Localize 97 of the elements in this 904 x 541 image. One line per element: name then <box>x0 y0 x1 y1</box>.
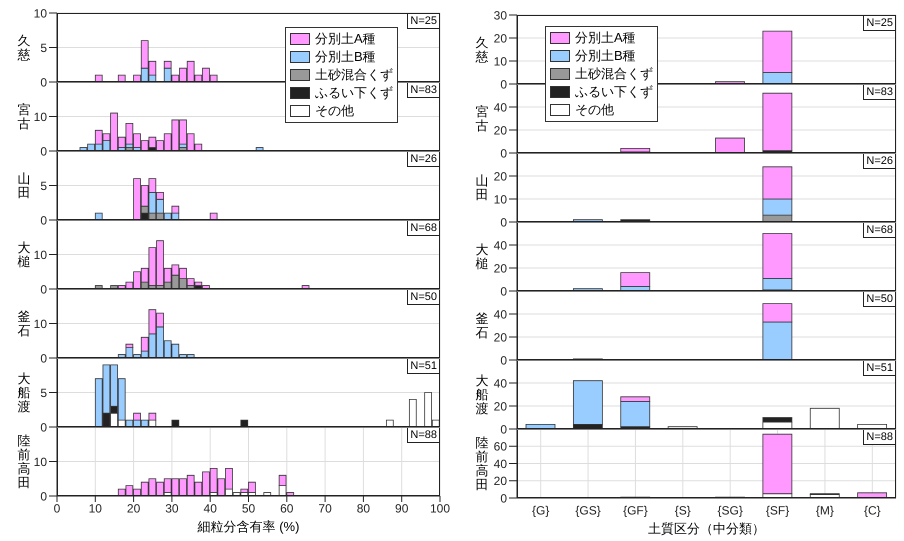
y-tick-label: 5 <box>40 178 48 193</box>
y-tick-label: 10 <box>34 110 48 124</box>
legend-label: ふるい下くず <box>315 84 393 102</box>
x-tick-label: 20 <box>126 502 141 516</box>
annotation: N=88 <box>407 427 440 443</box>
y-tick-label: 0 <box>500 491 508 506</box>
y-tick-label: 10 <box>34 316 48 331</box>
y-tick-label: 30 <box>494 8 508 22</box>
annotation: N=83 <box>407 82 440 98</box>
y-axis-title: 宮古 <box>17 102 31 130</box>
y-tick-label: 0 <box>40 420 48 434</box>
x-tick-label: {C} <box>864 504 881 518</box>
annotation: N=88 <box>863 429 896 445</box>
x-tick-label: {S} <box>674 504 691 518</box>
annotation: N=83 <box>863 84 896 100</box>
y-tick-label: 40 <box>494 456 508 471</box>
annotation: N=50 <box>863 291 896 307</box>
x-tick-label: {G} <box>532 504 550 518</box>
y-tick-label: 5 <box>40 40 48 55</box>
y-tick-label: 0 <box>500 146 508 160</box>
y-tick-label: 40 <box>494 307 508 322</box>
legend-label: 土砂混合くず <box>575 65 653 83</box>
y-tick-label: 40 <box>494 100 508 114</box>
x-tick-label: 40 <box>204 502 218 516</box>
y-axis-title: 釜石 <box>17 308 31 338</box>
y-tick-label: 0 <box>40 282 48 296</box>
x-axis-title: 土質区分（中分類） <box>647 520 766 538</box>
y-tick-label: 0 <box>40 351 48 366</box>
x-tick-label: 60 <box>280 502 294 516</box>
y-tick-label: 10 <box>494 192 508 206</box>
y-tick-label: 20 <box>494 123 508 138</box>
x-tick-label: 0 <box>54 502 61 516</box>
y-axis-title: 山田 <box>475 172 489 202</box>
y-tick-label: 0 <box>40 144 48 158</box>
y-tick-label: 0 <box>500 422 508 436</box>
x-tick-label: 80 <box>356 502 370 516</box>
annotation: N=26 <box>863 153 896 169</box>
x-tick-label: 10 <box>88 502 102 516</box>
y-tick-label: 10 <box>34 6 48 20</box>
y-tick-label: 20 <box>494 31 508 46</box>
x-tick-label: 100 <box>430 502 450 516</box>
legend-label: 分別土A種 <box>315 30 376 48</box>
y-axis-title: 陸前高田 <box>17 432 31 490</box>
y-tick-label: 0 <box>40 489 48 504</box>
x-tick-label: {GF} <box>623 504 648 518</box>
y-tick-label: 5 <box>40 386 48 400</box>
legend-label: その他 <box>575 101 614 119</box>
legend-label: その他 <box>315 102 354 120</box>
y-axis-title: 陸前高田 <box>475 434 489 492</box>
annotation: N=51 <box>863 360 896 376</box>
x-tick-label: {SG} <box>718 504 743 518</box>
y-tick-label: 40 <box>494 238 508 252</box>
y-tick-label: 10 <box>34 454 48 469</box>
x-axis-title: 細粒分含有率 (%) <box>196 518 300 536</box>
y-axis-title: 久慈 <box>475 34 489 64</box>
annotation: N=51 <box>407 358 440 374</box>
y-tick-label: 40 <box>494 376 508 390</box>
annotation: N=68 <box>407 220 440 236</box>
x-tick-label: {SF} <box>766 504 790 518</box>
y-axis-title: 大槌 <box>475 242 489 270</box>
y-tick-label: 60 <box>494 440 508 454</box>
y-axis-title: 大槌 <box>17 240 31 268</box>
y-axis-title: 宮古 <box>475 104 489 132</box>
x-tick-label: 90 <box>395 502 409 516</box>
x-tick-label: {M} <box>816 504 834 518</box>
x-tick-label: 50 <box>242 502 256 516</box>
y-tick-label: 20 <box>494 261 508 276</box>
annotation: N=25 <box>863 15 896 31</box>
y-tick-label: 0 <box>500 215 508 230</box>
y-axis-title: 大船渡 <box>475 372 489 416</box>
annotation: N=26 <box>407 151 440 167</box>
y-tick-label: 0 <box>40 75 48 90</box>
legend-label: 土砂混合くず <box>315 66 393 84</box>
legend-label: 分別土B種 <box>575 47 636 65</box>
y-tick-label: 20 <box>494 169 508 184</box>
annotation: N=50 <box>407 289 440 305</box>
y-axis-title: 山田 <box>17 170 31 200</box>
legend-label: 分別土B種 <box>315 48 376 66</box>
y-axis-title: 大船渡 <box>17 370 31 414</box>
y-axis-title: 久慈 <box>17 32 31 62</box>
y-tick-label: 0 <box>40 213 48 228</box>
y-tick-label: 0 <box>500 284 508 298</box>
y-tick-label: 10 <box>34 248 48 262</box>
y-tick-label: 20 <box>494 330 508 344</box>
x-tick-label: {GS} <box>575 504 601 518</box>
y-tick-label: 20 <box>494 399 508 414</box>
x-tick-label: 70 <box>318 502 332 516</box>
y-tick-label: 10 <box>494 54 508 68</box>
annotation: N=68 <box>863 222 896 238</box>
series-label: ふるい下くず <box>575 83 653 101</box>
x-tick-label: 30 <box>165 502 179 516</box>
legend-label: 分別土A種 <box>575 29 636 47</box>
y-tick-label: 20 <box>494 474 508 488</box>
y-tick-label: 0 <box>500 77 508 92</box>
y-axis-title: 釜石 <box>475 310 489 340</box>
y-tick-label: 0 <box>500 353 508 368</box>
annotation: N=25 <box>407 13 440 29</box>
